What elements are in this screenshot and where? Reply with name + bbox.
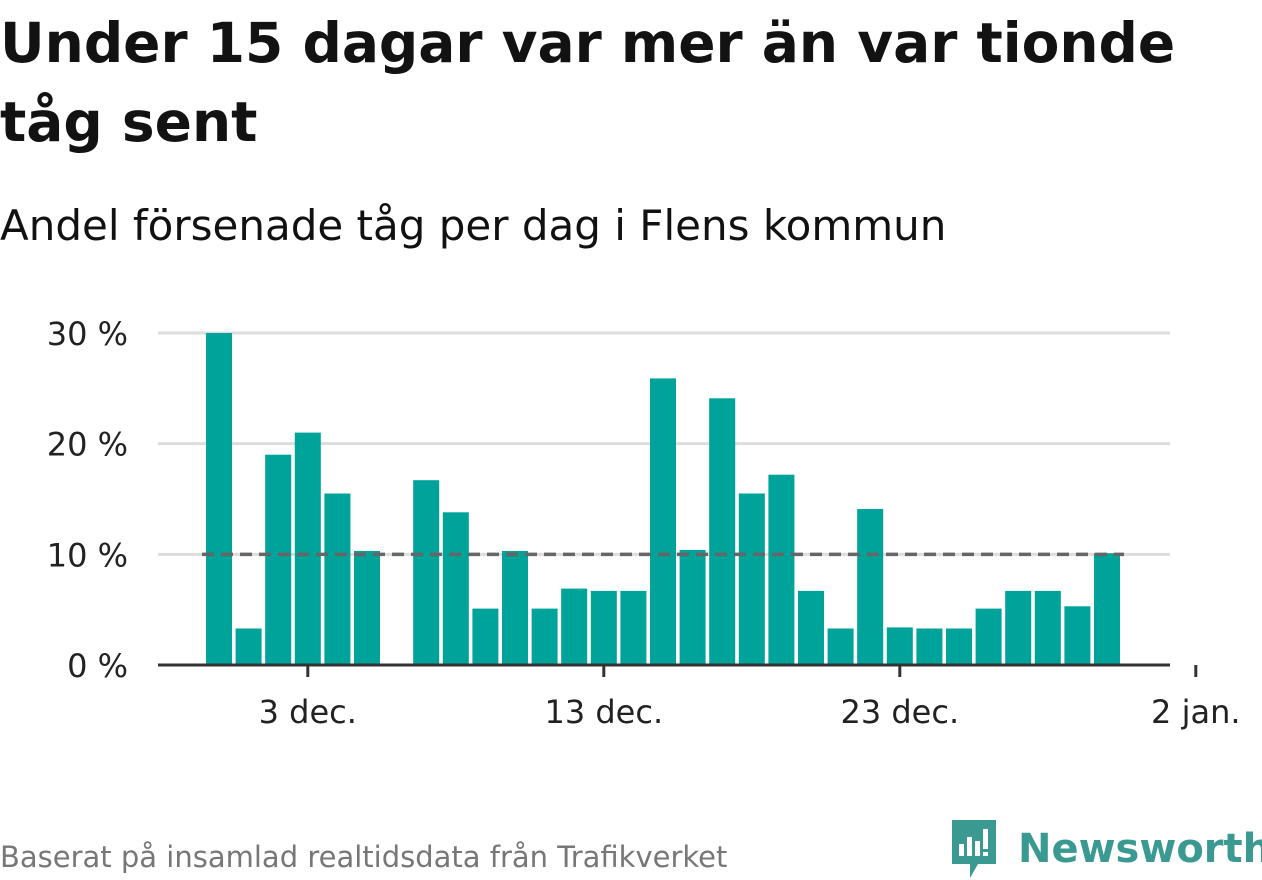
- x-tick-label: 13 dec.: [544, 693, 663, 731]
- y-tick-label: 20 %: [47, 426, 128, 464]
- bar-chart: 0 % 10 % 20 % 30 % 3 dec. 13 dec. 23 dec. 2 jan…: [47, 315, 1241, 731]
- bar[interactable]: [1094, 553, 1120, 665]
- bar[interactable]: [709, 398, 736, 665]
- bar[interactable]: [590, 590, 617, 665]
- bar[interactable]: [472, 608, 499, 665]
- bar[interactable]: [324, 493, 351, 666]
- bar[interactable]: [354, 551, 380, 665]
- bar[interactable]: [413, 480, 440, 665]
- source-note: Baserat på insamlad realtidsdata från Tr…: [0, 840, 728, 874]
- bar[interactable]: [1005, 590, 1032, 665]
- bar[interactable]: [857, 509, 884, 665]
- axes: [158, 663, 1198, 677]
- bar[interactable]: [1064, 606, 1091, 665]
- bar[interactable]: [265, 454, 292, 665]
- bar[interactable]: [946, 628, 972, 666]
- bars: [206, 333, 1120, 665]
- chart-subtitle: Andel försenade tåg per dag i Flens komm…: [0, 201, 947, 250]
- bar[interactable]: [1034, 590, 1061, 665]
- newsworthy-logo-icon: [952, 820, 996, 878]
- bar[interactable]: [235, 628, 262, 666]
- bar[interactable]: [561, 588, 588, 665]
- bar[interactable]: [294, 432, 321, 665]
- bar[interactable]: [916, 628, 943, 666]
- y-tick-label: 10 %: [47, 536, 128, 574]
- bar[interactable]: [975, 608, 1002, 665]
- bar[interactable]: [620, 590, 647, 665]
- bar[interactable]: [738, 493, 765, 666]
- bar[interactable]: [679, 549, 706, 665]
- bar[interactable]: [650, 378, 676, 665]
- logo-text: Newsworthy: [1018, 826, 1262, 872]
- bar[interactable]: [206, 333, 232, 665]
- x-tick-label: 23 dec.: [840, 693, 959, 731]
- bar[interactable]: [886, 627, 913, 665]
- x-tick-label: 2 jan.: [1151, 693, 1240, 731]
- bar[interactable]: [442, 512, 469, 665]
- bar[interactable]: [502, 551, 528, 665]
- y-tick-label: 30 %: [47, 315, 128, 353]
- tick-labels: 0 % 10 % 20 % 30 % 3 dec. 13 dec. 23 dec. 2 jan…: [47, 315, 1241, 731]
- y-tick-label: 0 %: [67, 647, 128, 685]
- bar[interactable]: [827, 628, 854, 666]
- bar[interactable]: [798, 590, 824, 665]
- bar[interactable]: [531, 608, 558, 665]
- x-tick-label: 3 dec.: [259, 693, 357, 731]
- bar[interactable]: [768, 474, 795, 665]
- chart-title: Under 15 dagar var mer än var tionde tåg…: [0, 11, 1176, 154]
- newsworthy-logo[interactable]: Newsworthy: [950, 818, 1262, 880]
